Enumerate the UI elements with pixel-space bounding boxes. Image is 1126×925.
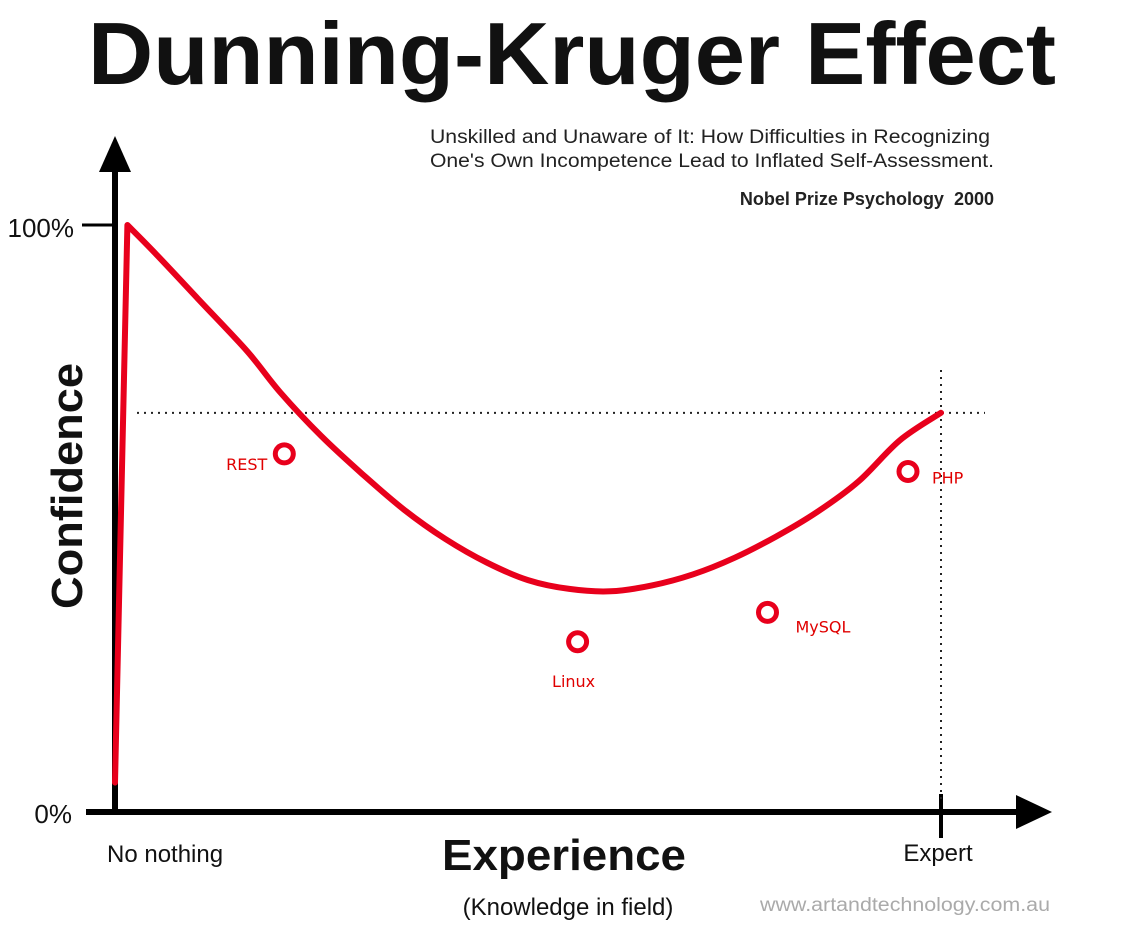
x-tick-label-start: No nothing	[107, 841, 223, 868]
point-label-php: PHP	[932, 469, 964, 488]
chart-subtitle-line-1: Unskilled and Unaware of It: How Difficu…	[430, 127, 990, 148]
watermark: www.artandtechnology.com.au	[759, 895, 1050, 916]
point-marker-php	[896, 460, 920, 483]
confidence-curve	[112, 222, 944, 786]
point-marker-mysql	[756, 600, 779, 624]
point-label-rest: REST	[226, 455, 267, 474]
y-tick-label-0: 0%	[34, 799, 72, 829]
x-axis-title: Experience	[442, 831, 686, 880]
point-label-linux: Linux	[552, 672, 595, 691]
x-axis-arrowhead	[1016, 795, 1052, 829]
x-axis-subtitle: (Knowledge in field)	[463, 894, 674, 921]
y-axis-arrowhead	[99, 136, 131, 172]
point-marker-linux	[566, 630, 590, 654]
labeled-points: REST Linux MySQL PHP	[226, 442, 964, 691]
point-marker-rest	[272, 442, 296, 466]
chart-note: Nobel Prize Psychology 2000	[740, 189, 994, 209]
x-tick-label-expert: Expert	[903, 840, 973, 867]
y-tick-label-100: 100%	[8, 213, 75, 243]
y-axis-title: Confidence	[43, 363, 92, 609]
chart-title: Dunning-Kruger Effect	[88, 4, 1056, 103]
chart-subtitle-line-2: One's Own Incompetence Lead to Inflated …	[430, 151, 994, 172]
point-label-mysql: MySQL	[796, 617, 851, 636]
